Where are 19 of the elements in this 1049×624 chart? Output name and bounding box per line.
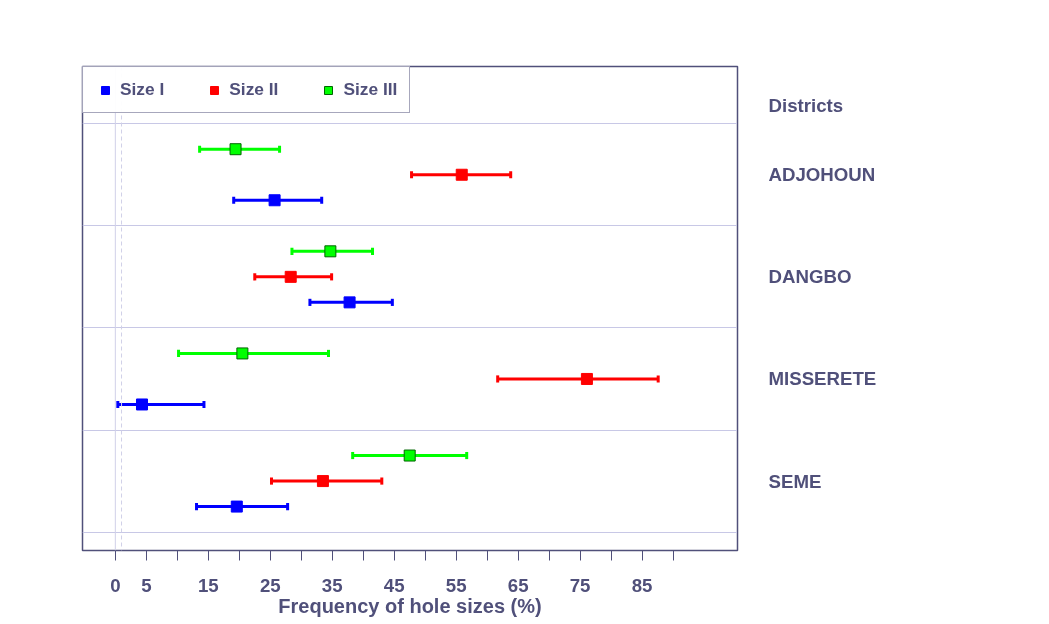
x-tick-label: 15 — [197, 574, 219, 596]
legend-label: Size I — [120, 79, 165, 100]
x-axis-title: Frequency of hole sizes (%) — [278, 594, 542, 617]
y-tick-label: ADJOHOUN — [768, 164, 876, 186]
x-tick-label: 0 — [110, 574, 121, 596]
legend-label: Size III — [343, 79, 398, 100]
x-tick-label: 45 — [383, 574, 405, 596]
y-tick-label: MISSERETE — [768, 368, 877, 390]
y-axis-title: Districts — [768, 94, 844, 116]
x-tick-label: 85 — [631, 574, 653, 596]
x-tick-label: 65 — [507, 574, 529, 596]
x-tick-label: 35 — [321, 574, 343, 596]
x-tick-label: 55 — [445, 574, 467, 596]
y-tick-label: SEME — [768, 470, 822, 492]
x-tick-label: 25 — [259, 574, 281, 596]
y-tick-label: DANGBO — [768, 266, 852, 288]
legend-label: Size II — [229, 79, 279, 100]
x-tick-label: 75 — [569, 574, 591, 596]
x-tick-label: 5 — [141, 574, 152, 596]
